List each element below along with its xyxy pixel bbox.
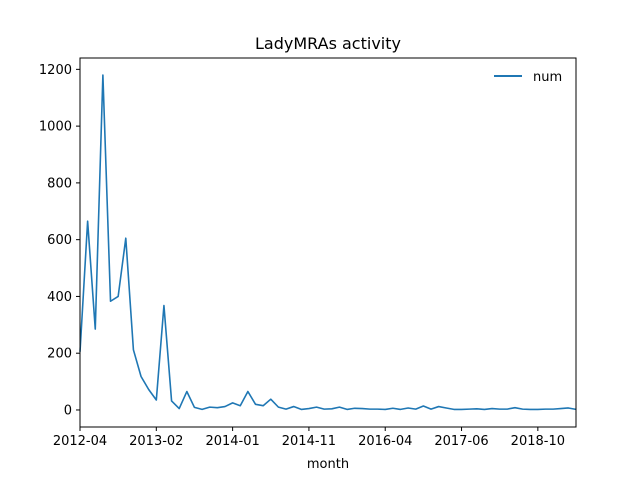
y-tick-label: 400 xyxy=(47,290,72,305)
x-tick-label: 2014-11 xyxy=(282,434,336,449)
series-group xyxy=(79,74,577,411)
y-tick-label: 600 xyxy=(47,233,72,248)
legend: num xyxy=(494,70,562,85)
y-tick-label: 1000 xyxy=(39,120,72,135)
x-axis-label: month xyxy=(307,457,349,472)
y-axis: 0 200 400 600 800 1000 1200 xyxy=(39,63,80,418)
plot-frame xyxy=(79,57,577,428)
x-tick-label: 2013-02 xyxy=(129,434,183,449)
x-tick-label: 2014-01 xyxy=(205,434,259,449)
y-tick-label: 800 xyxy=(47,176,72,191)
chart-title: LadyMRAs activity xyxy=(255,34,401,53)
x-tick-label: 2017-06 xyxy=(434,434,488,449)
x-tick-label: 2018-10 xyxy=(511,434,565,449)
legend-label-num: num xyxy=(533,70,562,85)
x-tick-label: 2012-04 xyxy=(53,434,107,449)
y-tick-label: 1200 xyxy=(39,63,72,78)
x-axis: 2012-04 2013-02 2014-01 2014-11 2016-04 2017-… xyxy=(53,427,565,449)
series-line-num xyxy=(79,74,577,411)
x-tick-label: 2016-04 xyxy=(358,434,412,449)
y-tick-label: 200 xyxy=(47,347,72,362)
y-tick-label: 0 xyxy=(64,403,72,418)
